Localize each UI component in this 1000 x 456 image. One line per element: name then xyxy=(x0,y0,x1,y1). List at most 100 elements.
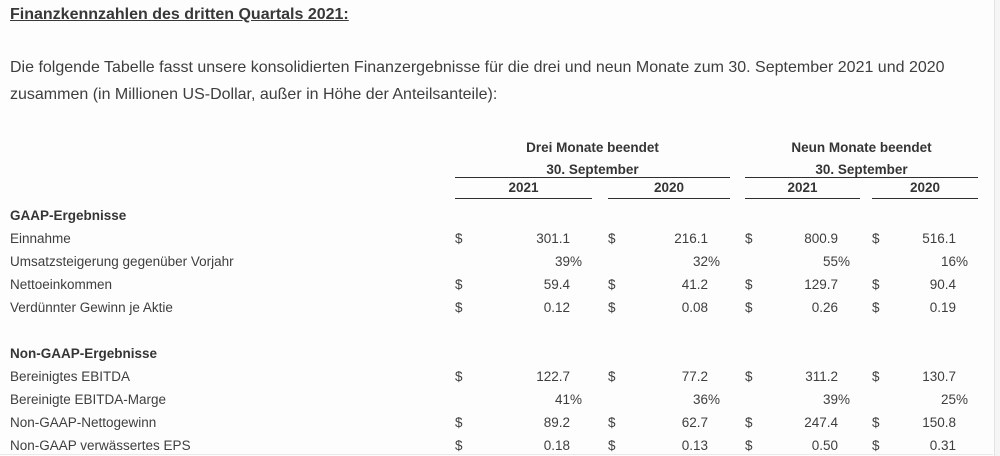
gap-cell xyxy=(730,388,745,411)
row-label: Einnahme xyxy=(10,231,71,246)
percent-suffix-cell xyxy=(570,411,592,434)
currency-symbol-cell xyxy=(455,388,475,411)
gap-cell xyxy=(730,155,745,177)
empty-header-cell xyxy=(10,177,455,198)
percent-suffix-cell: % xyxy=(838,254,851,269)
value-cell: 59.4 xyxy=(543,277,570,292)
currency-symbol-cell: $ xyxy=(455,438,463,453)
gap-cell xyxy=(730,132,745,155)
spacer-cell xyxy=(10,319,978,342)
value-cell: 32 xyxy=(692,254,708,269)
subheader-row: 30. September 30. September xyxy=(10,155,979,178)
value-cell: 41.2 xyxy=(681,277,708,292)
currency-symbol-cell: $ xyxy=(745,231,753,246)
gap-cell xyxy=(592,250,608,273)
gap-cell xyxy=(592,365,608,388)
financial-table-body: GAAP-Ergebnisse Einnahme $301.1 $216.1 $800.… xyxy=(10,204,978,456)
gap-cell xyxy=(592,388,608,411)
row-label: Non-GAAP verwässertes EPS xyxy=(10,438,191,453)
value-cell: 16 xyxy=(940,254,956,269)
currency-symbol-cell: $ xyxy=(608,300,616,315)
value-cell: 0.50 xyxy=(811,438,838,453)
row-label: Nettoeinkommen xyxy=(10,277,113,292)
group-header-three-months: Drei Monate beendet xyxy=(526,140,659,155)
percent-suffix-cell xyxy=(708,434,730,456)
table-row: Nettoeinkommen $59.4 $41.2 $129.7 $90.4 xyxy=(10,273,978,296)
currency-symbol-cell: $ xyxy=(872,277,880,292)
year-header: 2020 xyxy=(872,177,979,199)
currency-symbol-cell: $ xyxy=(872,415,880,430)
table-row: Verdünnter Gewinn je Aktie $0.12 $0.08 $0.2… xyxy=(10,296,978,319)
section-header-row: Non-GAAP-Ergebnisse xyxy=(10,342,978,365)
currency-symbol-cell: $ xyxy=(745,277,753,292)
value-cell: 216.1 xyxy=(674,231,708,246)
currency-symbol-cell: $ xyxy=(455,277,463,292)
percent-suffix-cell xyxy=(570,296,592,319)
table-row: Non-GAAP verwässertes EPS $0.18 $0.13 $0.50… xyxy=(10,434,978,456)
percent-suffix-cell: % xyxy=(708,392,721,407)
gap-cell xyxy=(592,273,608,296)
value-cell: 62.7 xyxy=(681,415,708,430)
percent-suffix-cell xyxy=(570,434,592,456)
percent-suffix-cell: % xyxy=(838,392,851,407)
value-cell: 800.9 xyxy=(804,231,838,246)
percent-suffix-cell xyxy=(956,411,978,434)
percent-suffix-cell xyxy=(708,365,730,388)
section-spacer-row xyxy=(10,319,978,342)
gap-cell xyxy=(860,434,872,456)
intro-paragraph: Die folgende Tabelle fasst unsere konsol… xyxy=(10,59,945,103)
gap-cell xyxy=(592,296,608,319)
percent-suffix-cell: % xyxy=(708,254,721,269)
value-cell: 39 xyxy=(822,392,838,407)
page-title: Finanzkennzahlen des dritten Quartals 20… xyxy=(10,6,349,23)
percent-suffix-cell xyxy=(956,434,978,456)
currency-symbol-cell: $ xyxy=(455,415,463,430)
table-row: Umsatzsteigerung gegenüber Vorjahr 39% 32%… xyxy=(10,250,978,273)
gap-cell xyxy=(860,411,872,434)
gap-cell xyxy=(592,177,608,198)
currency-symbol-cell: $ xyxy=(872,231,880,246)
currency-symbol-cell xyxy=(455,250,475,273)
percent-suffix-cell xyxy=(838,434,860,456)
page-edge-strip xyxy=(994,0,1000,456)
currency-symbol-cell: $ xyxy=(745,369,753,384)
section-header-label: Non-GAAP-Ergebnisse xyxy=(10,346,158,361)
currency-symbol-cell xyxy=(872,250,892,273)
currency-symbol-cell: $ xyxy=(455,231,463,246)
currency-symbol-cell: $ xyxy=(608,369,616,384)
value-cell: 0.19 xyxy=(929,300,956,315)
percent-suffix-cell: % xyxy=(570,392,583,407)
group-header-row: Drei Monate beendet Neun Monate beendet xyxy=(10,132,978,155)
value-cell: 36 xyxy=(692,392,708,407)
bottom-divider xyxy=(0,454,993,455)
empty-header-cell xyxy=(10,155,455,177)
value-cell: 150.8 xyxy=(922,415,956,430)
gap-cell xyxy=(860,177,872,198)
gap-cell xyxy=(730,177,745,198)
percent-suffix-cell: % xyxy=(570,254,583,269)
currency-symbol-cell: $ xyxy=(872,369,880,384)
gap-cell xyxy=(860,273,872,296)
section-header-label: GAAP-Ergebnisse xyxy=(10,208,127,223)
value-cell: 25 xyxy=(940,392,956,407)
percent-suffix-cell xyxy=(956,273,978,296)
percent-suffix-cell xyxy=(570,227,592,250)
value-cell: 89.2 xyxy=(543,415,570,430)
currency-symbol-cell: $ xyxy=(872,438,880,453)
value-cell: 39 xyxy=(554,254,570,269)
percent-suffix-cell xyxy=(838,365,860,388)
group-header-nine-months: Neun Monate beendet xyxy=(791,140,932,155)
row-label: Verdünnter Gewinn je Aktie xyxy=(10,300,173,315)
value-cell: 130.7 xyxy=(922,369,956,384)
percent-suffix-cell xyxy=(570,365,592,388)
gap-cell xyxy=(860,227,872,250)
gap-cell xyxy=(730,411,745,434)
percent-suffix-cell xyxy=(708,411,730,434)
value-cell: 0.31 xyxy=(929,438,956,453)
currency-symbol-cell xyxy=(745,388,765,411)
gap-cell xyxy=(860,388,872,411)
currency-symbol-cell: $ xyxy=(745,300,753,315)
empty-header-cell xyxy=(10,132,455,155)
percent-suffix-cell xyxy=(708,296,730,319)
gap-cell xyxy=(730,365,745,388)
